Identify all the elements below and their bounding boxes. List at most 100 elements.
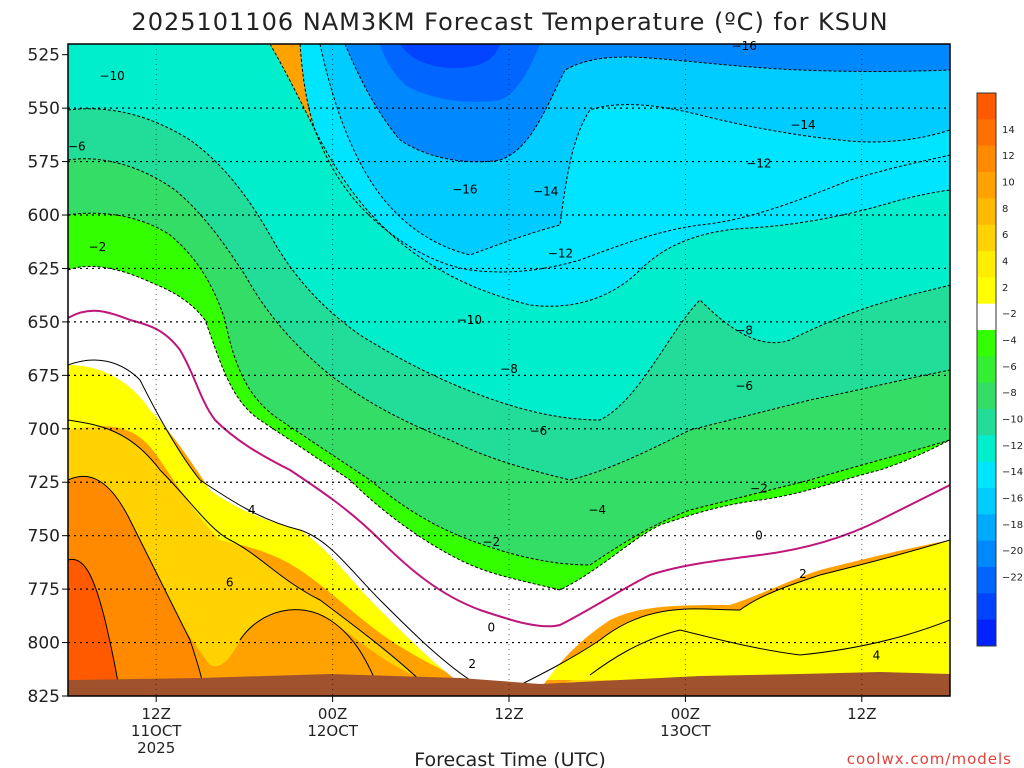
colorbar-swatch xyxy=(977,198,996,226)
contour-2 xyxy=(68,359,471,681)
colorbar-swatch xyxy=(977,145,996,173)
colorbar-label: 14 xyxy=(1002,125,1015,136)
x-tick-label: 00Z xyxy=(671,705,700,723)
contour-4-right xyxy=(589,619,950,676)
colorbar-label: −8 xyxy=(1002,388,1017,399)
colorbar-swatch xyxy=(977,409,996,436)
y-tick-label: 750 xyxy=(28,527,60,547)
colorbar: 14 12 10 8 6 4 2 −2 −4 −6 −8 −10 −12 −14 −16 −18 −20 −22 xyxy=(976,92,1023,647)
contour-label: −10 xyxy=(457,313,482,327)
colorbar-swatch xyxy=(977,119,996,147)
colorbar-label: −22 xyxy=(1002,573,1023,584)
colorbar-label: 4 xyxy=(1002,257,1008,268)
contour-labels: −10 −6 −2 −16 −14 −12 −10 −8 −6 −4 −2 0 2 4 6 −16 −14 −12… xyxy=(68,39,880,671)
colorbar-swatch xyxy=(977,330,996,357)
colorbar-label: −14 xyxy=(1002,467,1023,478)
band-minus6-to-minus4 xyxy=(68,158,950,565)
band-minus20-to-minus18 xyxy=(400,44,500,68)
colorbar-swatch xyxy=(977,619,996,647)
plot-area: −10 −6 −2 −16 −14 −12 −10 −8 −6 −4 −2 0 2 4 6 −16 −14 −12… xyxy=(67,39,951,697)
contour-minus12 xyxy=(299,44,950,273)
colorbar-swatch xyxy=(977,540,996,568)
y-tick-label: 625 xyxy=(28,259,60,279)
colorbar-swatch xyxy=(977,567,996,594)
contour-label: −10 xyxy=(99,69,124,83)
chart-title: 2025101106 NAM3KM Forecast Temperature (… xyxy=(131,8,888,36)
contour-6 xyxy=(68,475,206,696)
contour-4 xyxy=(68,419,431,691)
y-tick-label: 700 xyxy=(28,420,60,440)
y-tick-label: 800 xyxy=(28,634,60,654)
y-tick-label: 600 xyxy=(28,206,60,226)
contour-minus4 xyxy=(68,212,950,566)
colorbar-swatch xyxy=(977,435,996,463)
colorbar-label: −16 xyxy=(1002,494,1023,505)
band-minus8-to-minus6 xyxy=(68,108,950,480)
colorbar-swatch xyxy=(977,303,996,331)
contour-2-right xyxy=(509,539,950,691)
y-axis: 525 550 575 600 625 650 675 700 725 750 775 800 825 xyxy=(28,46,68,707)
colorbar-label: 10 xyxy=(1002,178,1015,189)
x-tick-label: 00Z xyxy=(318,705,347,723)
colorbar-label: 2 xyxy=(1002,283,1008,294)
colorbar-swatch xyxy=(977,251,996,278)
colorbar-swatch xyxy=(977,382,996,410)
colorbar-label: −4 xyxy=(1002,336,1017,347)
band-2-to-4 xyxy=(68,360,950,690)
contour-minus8 xyxy=(68,108,950,421)
contour-label: 4 xyxy=(873,648,881,662)
colorbar-label: −20 xyxy=(1002,546,1023,557)
x-tick-label: 11OCT xyxy=(131,722,182,740)
contour-label: −6 xyxy=(735,379,753,393)
band-minus2-to-2 xyxy=(68,266,950,690)
x-tick-label: 2025 xyxy=(137,739,175,757)
contour-6-mid xyxy=(239,609,381,691)
contour-label: 2 xyxy=(799,567,807,581)
colorbar-label: 12 xyxy=(1002,151,1015,162)
x-tick-label: 12Z xyxy=(494,705,523,723)
band-minus4-to-minus2 xyxy=(68,213,950,590)
colorbar-swatch xyxy=(977,93,996,120)
colorbar-label: 8 xyxy=(1002,204,1008,215)
colorbar-label: −2 xyxy=(1002,309,1017,320)
y-tick-label: 550 xyxy=(28,99,60,119)
contour-label: 0 xyxy=(488,621,496,635)
y-tick-label: 525 xyxy=(28,46,60,66)
colorbar-swatch xyxy=(977,593,996,621)
contour-label: 6 xyxy=(226,576,234,590)
x-tick-label: 12OCT xyxy=(307,722,358,740)
contour-label: 2 xyxy=(468,657,476,671)
contour-label: −14 xyxy=(790,118,815,132)
contour-label: −2 xyxy=(750,482,768,496)
colorbar-label: −18 xyxy=(1002,520,1023,531)
colorbar-swatch xyxy=(977,277,996,305)
band-minus10-to-minus8 xyxy=(68,44,950,420)
colorbar-label: −12 xyxy=(1002,441,1023,452)
contour-label: −8 xyxy=(735,323,753,337)
colorbar-label: −10 xyxy=(1002,415,1023,426)
contour-label: −12 xyxy=(548,246,573,260)
contour-minus2 xyxy=(68,265,950,591)
contour-label: −6 xyxy=(68,140,86,154)
contour-label: −8 xyxy=(500,362,518,376)
colorbar-frame xyxy=(976,92,997,647)
contour-8 xyxy=(68,558,121,696)
contour-label: −12 xyxy=(746,157,771,171)
contour-label: −2 xyxy=(89,240,107,254)
colorbar-swatch xyxy=(977,461,996,489)
zero-contour xyxy=(68,309,950,628)
colorbar-label: −6 xyxy=(1002,362,1017,373)
credit-text: coolwx.com/models xyxy=(847,750,1012,768)
x-tick-label: 12Z xyxy=(847,705,876,723)
contour-label: −6 xyxy=(530,424,548,438)
colorbar-label: 6 xyxy=(1002,230,1008,241)
contour-minus14 xyxy=(319,44,950,256)
colorbar-swatch xyxy=(977,224,996,252)
contour-minus10 xyxy=(269,44,950,307)
colorbar-swatch xyxy=(977,514,996,542)
colorbar-swatch xyxy=(977,356,996,384)
y-tick-label: 825 xyxy=(28,687,60,707)
contour-label: −16 xyxy=(452,182,477,196)
